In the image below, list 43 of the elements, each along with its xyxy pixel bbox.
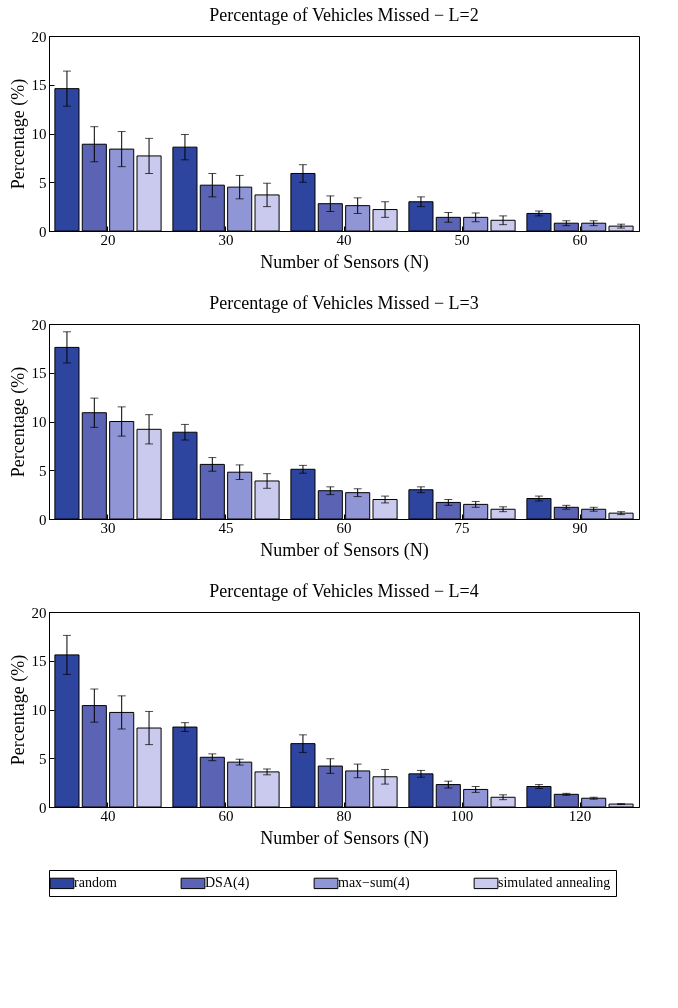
x-tick-label: 90 [572, 519, 588, 536]
y-axis-title: Percentage (%) [7, 78, 29, 190]
legend-label: simulated annealing [498, 875, 611, 891]
x-tick-label: 45 [218, 519, 234, 536]
x-tick-label: 60 [218, 807, 234, 824]
y-tick-label: 20 [31, 604, 47, 621]
y-tick-label: 0 [39, 799, 47, 816]
y-axis-title: Percentage (%) [7, 366, 29, 478]
y-tick-label: 5 [39, 462, 47, 479]
x-tick-label: 40 [100, 807, 116, 824]
legend-label: max−sum(4) [338, 875, 410, 892]
y-tick-label: 15 [31, 653, 47, 670]
x-tick-label: 20 [100, 231, 116, 248]
y-tick-label: 0 [39, 223, 47, 240]
y-tick-label: 5 [39, 174, 47, 191]
legend-label: DSA(4) [205, 875, 250, 892]
chart-title: Percentage of Vehicles Missed − L=4 [209, 581, 479, 601]
x-axis-title: Number of Sensors (N) [260, 251, 429, 273]
x-tick-label: 30 [100, 519, 116, 536]
x-tick-label: 40 [336, 231, 352, 248]
chart-title: Percentage of Vehicles Missed − L=2 [209, 5, 479, 25]
x-tick-label: 75 [454, 519, 470, 536]
chart-title: Percentage of Vehicles Missed − L=3 [209, 293, 479, 313]
y-axis-title: Percentage (%) [7, 654, 29, 766]
x-tick-label: 100 [450, 807, 474, 824]
y-tick-label: 20 [31, 28, 47, 45]
y-tick-label: 0 [39, 511, 47, 528]
x-tick-label: 30 [218, 231, 234, 248]
y-tick-label: 20 [31, 316, 47, 333]
x-tick-label: 80 [336, 807, 352, 824]
y-tick-label: 10 [31, 414, 47, 430]
x-axis-title: Number of Sensors (N) [260, 827, 429, 849]
y-tick-label: 5 [39, 750, 47, 767]
legend-label: random [74, 875, 117, 891]
y-tick-label: 15 [31, 77, 47, 94]
x-axis-title: Number of Sensors (N) [260, 539, 429, 561]
x-tick-label: 120 [568, 807, 592, 824]
x-tick-label: 60 [336, 519, 352, 536]
y-tick-label: 10 [31, 126, 47, 142]
y-tick-label: 15 [31, 365, 47, 382]
y-tick-label: 10 [31, 702, 47, 718]
x-tick-label: 50 [454, 231, 470, 248]
x-tick-label: 60 [572, 231, 588, 248]
